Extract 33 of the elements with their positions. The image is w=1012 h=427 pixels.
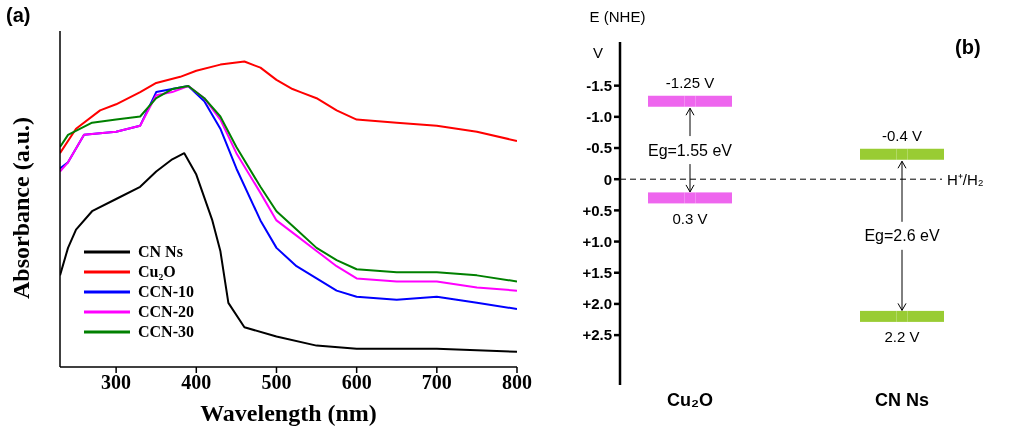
text: (b) [955, 36, 981, 59]
text: V [593, 44, 604, 61]
legend-label: CCN-10 [138, 283, 194, 301]
data-label: 2.2 V [884, 328, 920, 346]
legend-label: CCN-20 [138, 303, 194, 321]
y-tick-label: -1.0 [586, 108, 612, 126]
annotation: Eg=1.55 eV [647, 141, 733, 159]
x-tick-label: 500 [261, 371, 292, 394]
data-label: -0.4 V [881, 127, 923, 145]
legend-label: CCN-30 [138, 323, 194, 341]
x-tick-label: 700 [421, 371, 452, 394]
annotation: Eg=2.6 eV [864, 227, 940, 245]
y-tick-label: 0 [603, 170, 612, 188]
y-axis-title: E (NHE) [589, 8, 646, 25]
legend-label: Cu₂O [138, 263, 176, 281]
legend-label: CN Ns [138, 243, 183, 261]
data-label: -1.25 V [665, 74, 715, 92]
y-tick-label: -1.5 [586, 76, 612, 94]
x-tick-label: 300 [101, 371, 132, 394]
text: (a) [6, 4, 31, 27]
x-tick-label: 800 [502, 371, 532, 394]
y-tick-label: +2.0 [582, 295, 612, 313]
y-axis-title: Absorbance (a.u.) [7, 116, 34, 299]
y-tick-label: +2.5 [582, 326, 612, 344]
x-axis-title: Wavelength (nm) [200, 400, 377, 426]
y-tick-label: +1.5 [582, 264, 612, 282]
x-tick-label: 400 [181, 371, 212, 394]
y-tick-label: +0.5 [582, 201, 612, 219]
y-tick-label: -0.5 [586, 139, 612, 157]
y-tick-label: +1.0 [582, 232, 612, 250]
data-label: 0.3 V [672, 209, 708, 227]
x-tick-label: 600 [341, 371, 372, 394]
ref-line-label: H⁺/H₂ [947, 170, 984, 188]
